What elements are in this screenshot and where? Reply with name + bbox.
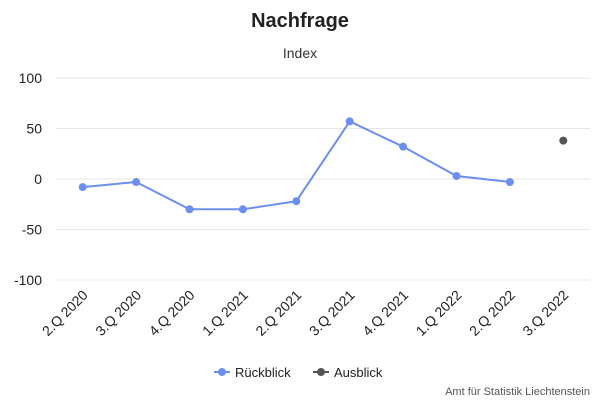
data-point[interactable] (505, 178, 514, 187)
chart-subtitle: Index (283, 45, 317, 61)
x-tick-label: 3.Q 2022 (519, 287, 571, 339)
series-layer (78, 117, 568, 214)
x-tick-label: 2.Q 2020 (39, 287, 91, 339)
y-tick-label: 50 (26, 121, 42, 137)
data-point[interactable] (132, 178, 141, 187)
x-tick-label: 4.Q 2020 (146, 287, 198, 339)
data-point[interactable] (78, 183, 87, 192)
chart-title: Nachfrage (251, 10, 349, 32)
x-tick-label: 2.Q 2022 (466, 287, 518, 339)
x-tick-label: 3.Q 2020 (92, 287, 144, 339)
x-axis-ticks: 2.Q 2020 3.Q 2020 4.Q 2020 1.Q 2021 2.Q 2021… (39, 287, 572, 339)
legend-item-label[interactable]: Ausblick (334, 365, 383, 380)
gridlines (56, 77, 590, 281)
y-tick-label: 100 (19, 70, 43, 86)
legend-marker (218, 368, 226, 376)
data-point[interactable] (185, 205, 194, 214)
y-tick-label: -50 (22, 222, 42, 238)
legend-item-label[interactable]: Rückblick (235, 365, 291, 380)
data-point[interactable] (292, 197, 301, 206)
data-point[interactable] (345, 117, 354, 126)
credit-text[interactable]: Amt für Statistik Liechtenstein (445, 386, 590, 398)
legend: Rückblick Ausblick (214, 365, 383, 380)
series-line (82, 120, 511, 211)
data-point[interactable] (559, 136, 568, 145)
x-tick-label: 4.Q 2021 (359, 287, 411, 339)
data-point[interactable] (399, 142, 408, 151)
x-tick-label: 1.Q 2022 (413, 287, 465, 339)
x-tick-label: 2.Q 2021 (252, 287, 304, 339)
data-point[interactable] (452, 171, 461, 180)
y-axis-ticks: -100 -50 0 50 100 (14, 70, 42, 288)
legend-marker (317, 368, 325, 376)
data-point[interactable] (238, 205, 247, 214)
x-tick-label: 3.Q 2021 (306, 287, 358, 339)
y-tick-label: -100 (14, 272, 42, 288)
x-tick-label: 1.Q 2021 (199, 287, 251, 339)
y-tick-label: 0 (34, 171, 42, 187)
